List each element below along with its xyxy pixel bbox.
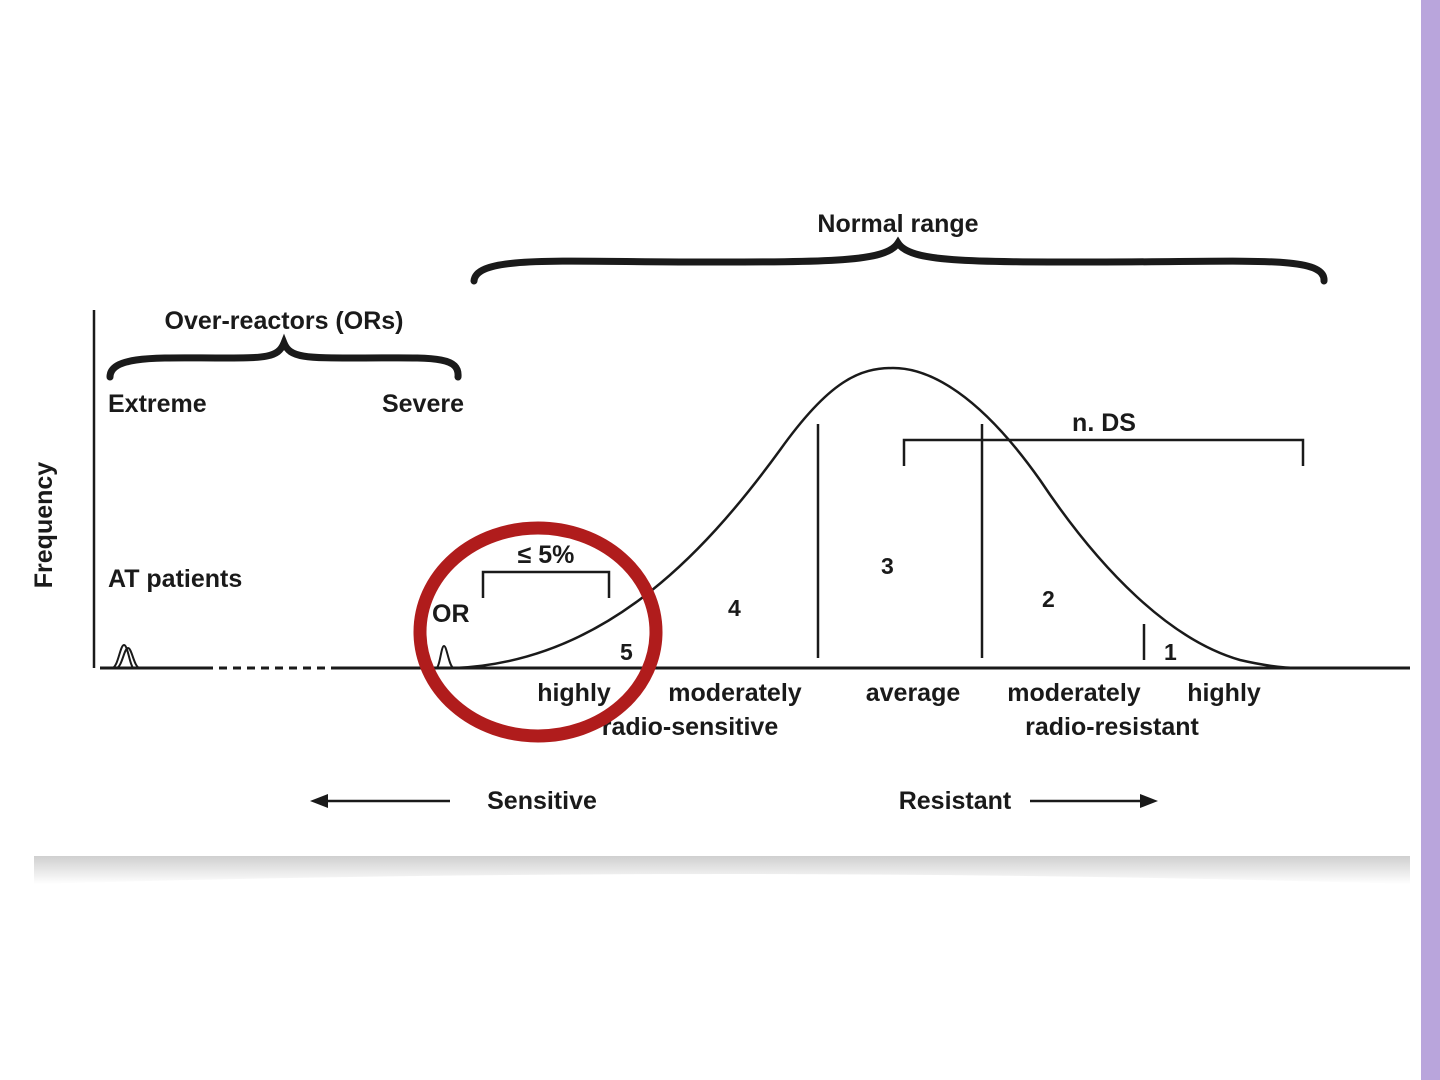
nds-bracket <box>902 438 1305 466</box>
over-reactors-label: Over-reactors (ORs) <box>165 307 404 335</box>
label-radio-resistant: radio-resistant <box>1025 713 1199 741</box>
side-accent-bar <box>1421 0 1440 1080</box>
or-peak <box>435 644 455 669</box>
extreme-label: Extreme <box>108 390 207 418</box>
label-moderately-resistant: moderately <box>1007 679 1140 707</box>
at-patients-label: AT patients <box>108 565 242 593</box>
region-2: 2 <box>1042 586 1055 612</box>
sensitive-arrowhead <box>310 794 328 808</box>
label-average: average <box>866 679 961 707</box>
at-patient-peaks <box>111 643 141 669</box>
label-highly-resistant: highly <box>1187 679 1261 707</box>
nds-label: n. DS <box>1072 409 1136 437</box>
sensitive-label: Sensitive <box>487 787 597 815</box>
percent-bracket <box>481 570 611 598</box>
region-5: 5 <box>620 639 633 665</box>
resistant-arrowhead <box>1140 794 1158 808</box>
normal-range-label: Normal range <box>817 210 978 238</box>
label-radio-sensitive: radio-sensitive <box>602 713 779 741</box>
panel-shadow <box>34 856 1410 884</box>
label-highly-sensitive: highly <box>537 679 611 707</box>
region-1: 1 <box>1164 639 1177 665</box>
normal-range-brace <box>470 236 1328 285</box>
slide-panel <box>34 180 1410 856</box>
severe-label: Severe <box>382 390 464 418</box>
y-axis-label: Frequency <box>30 462 58 589</box>
normal-distribution-curve <box>454 366 1301 670</box>
region-3: 3 <box>881 553 894 579</box>
label-moderately-sensitive: moderately <box>668 679 801 707</box>
region-4: 4 <box>728 595 741 621</box>
over-reactors-brace <box>106 333 462 381</box>
highlight-circle <box>413 521 663 743</box>
or-label: OR <box>432 600 470 628</box>
percent-label: ≤ 5% <box>518 541 575 569</box>
resistant-label: Resistant <box>899 787 1012 815</box>
